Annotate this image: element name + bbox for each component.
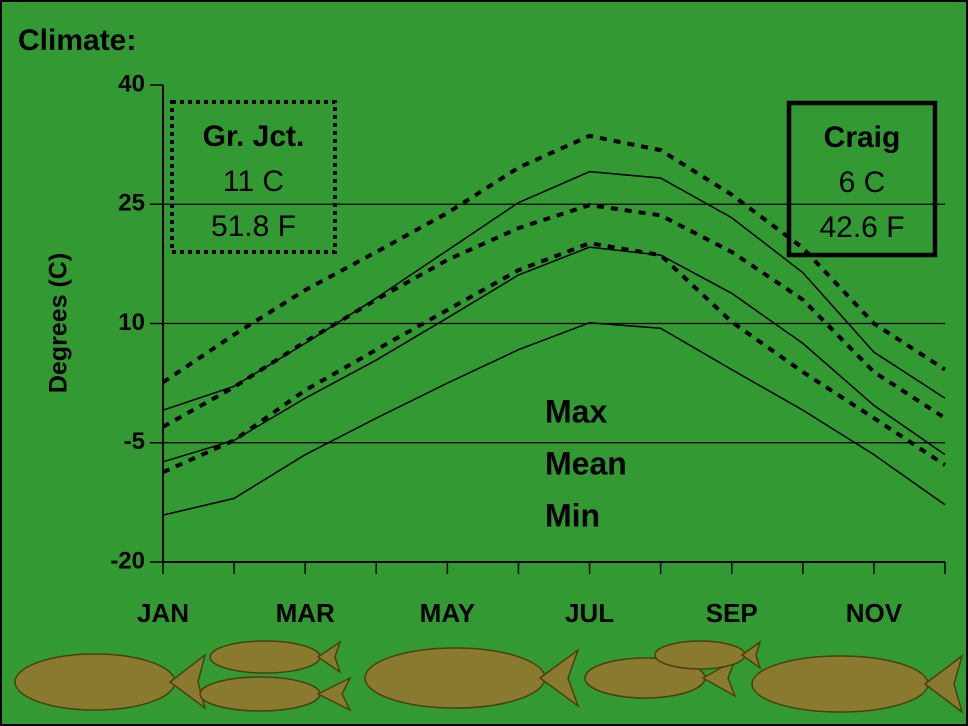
station-text: 6 C <box>839 166 886 199</box>
x-tick-label: NOV <box>846 598 903 628</box>
station-text: Craig <box>824 121 901 154</box>
y-tick-label: 25 <box>118 190 145 217</box>
fish-decoration <box>14 640 964 714</box>
station-box <box>786 100 938 258</box>
line-series <box>162 241 947 474</box>
chart-title: Climate: <box>18 24 136 57</box>
y-tick-label: -20 <box>110 547 145 574</box>
y-axis-label: Degrees (C) <box>45 253 73 393</box>
station-text: 11 C <box>223 165 284 198</box>
x-tick-label: SEP <box>706 598 758 628</box>
x-tick-label: JAN <box>137 598 189 628</box>
line-series <box>162 170 946 411</box>
x-tick-label: JUL <box>565 598 614 628</box>
y-tick-label: 10 <box>118 309 145 336</box>
y-tick-label: -5 <box>124 428 145 455</box>
station-text: Gr. Jct. <box>203 120 305 153</box>
x-tick-label: MAY <box>420 598 475 628</box>
x-tick-label: MAR <box>276 598 335 628</box>
line-series <box>161 133 947 384</box>
station-text: 51.8 F <box>211 210 296 243</box>
station-text: 42.6 F <box>819 211 904 244</box>
annotation: Max <box>545 393 607 429</box>
y-tick-label: 40 <box>118 70 145 97</box>
station-box <box>170 100 337 254</box>
line-series <box>162 321 946 516</box>
line-series <box>162 246 946 463</box>
annotation: Min <box>545 497 600 533</box>
annotation: Mean <box>545 445 627 481</box>
